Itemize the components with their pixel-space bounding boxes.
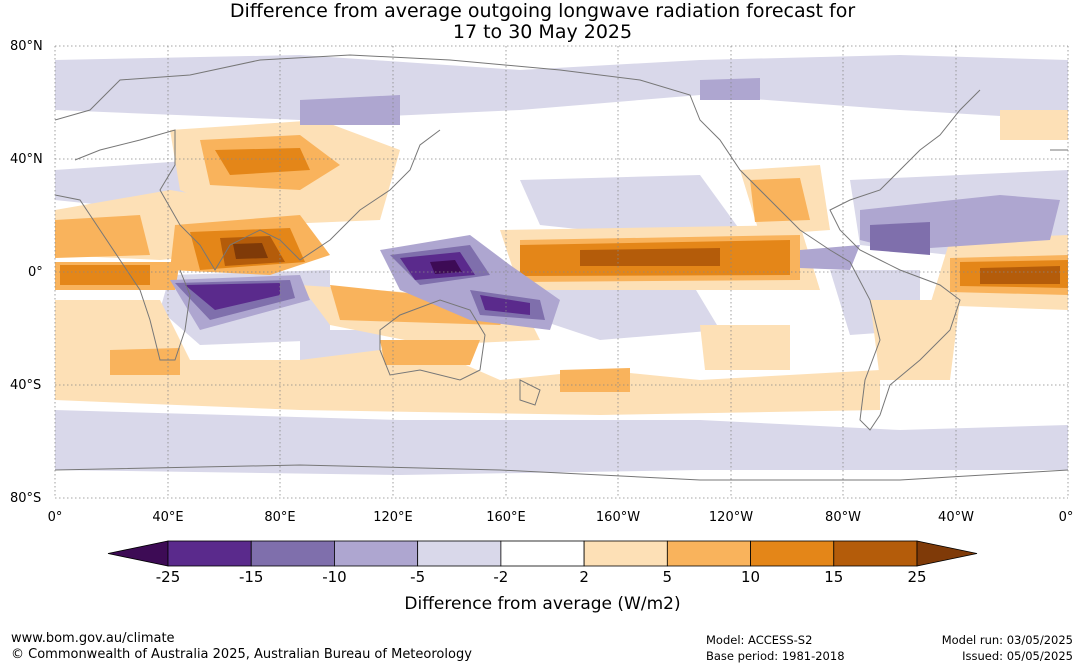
lon-label-80e: 80°E <box>264 510 296 525</box>
graticule <box>54 45 1069 499</box>
footer-base-period: Base period: 1981-2018 <box>706 649 845 663</box>
coastlines <box>55 54 1068 481</box>
lon-label-80w: 80°W <box>825 510 861 525</box>
colorbar-tick-label: -25 <box>155 568 181 586</box>
colorbar-segment <box>417 540 502 567</box>
lon-label-120e: 120°E <box>373 510 413 525</box>
map-title-line1: Difference from average outgoing longwav… <box>229 0 856 22</box>
colorbar-segment <box>250 540 335 567</box>
colorbar-arrow-high <box>916 540 978 567</box>
colorbar-tick-label: -5 <box>410 568 426 586</box>
lon-label-0-left: 0° <box>47 510 63 525</box>
lat-label-80n: 80°N <box>10 39 43 54</box>
footer-copyright: © Commonwealth of Australia 2025, Austra… <box>11 647 472 662</box>
colorbar-tick-label: 10 <box>741 568 761 586</box>
colorbar-segment <box>666 540 751 567</box>
colorbar-segment <box>500 540 585 567</box>
colorbar-tick-label: 25 <box>907 568 927 586</box>
lon-label-0-right: 0° <box>1058 510 1074 525</box>
colorbar-tick-label: 15 <box>824 568 844 586</box>
colorbar-tick-label: 2 <box>579 568 589 586</box>
lat-label-40s: 40°S <box>10 378 42 393</box>
lon-label-40e: 40°E <box>152 510 184 525</box>
lon-label-160e: 160°E <box>486 510 526 525</box>
anomaly-field <box>55 55 1068 475</box>
lat-label-80s: 80°S <box>10 491 42 506</box>
footer-url: www.bom.gov.au/climate <box>11 631 175 646</box>
lat-label-40n: 40°N <box>10 152 43 167</box>
colorbar-label: Difference from average (W/m2) <box>404 594 681 614</box>
colorbar-tick-label: -2 <box>493 568 509 586</box>
footer-issued: Issued: 05/05/2025 <box>962 649 1073 663</box>
colorbar-segment <box>583 540 668 567</box>
footer-model-run: Model run: 03/05/2025 <box>941 633 1073 647</box>
colorbar-arrow-low <box>107 540 169 567</box>
colorbar-tick-label: -15 <box>238 568 264 586</box>
colorbar-tick-label: 5 <box>662 568 673 586</box>
colorbar-segment <box>833 540 918 567</box>
lat-label-0: 0° <box>28 265 43 280</box>
colorbar-segment <box>750 540 835 567</box>
lon-label-120w: 120°W <box>708 510 754 525</box>
footer-model: Model: ACCESS-S2 <box>706 633 813 647</box>
colorbar-segment <box>167 540 252 567</box>
colorbar-tick-label: -10 <box>322 568 347 586</box>
colorbar-segment <box>334 540 419 567</box>
lon-label-40w: 40°W <box>938 510 974 525</box>
lon-label-160w: 160°W <box>595 510 641 525</box>
map-title-line2: 17 to 30 May 2025 <box>452 21 633 43</box>
